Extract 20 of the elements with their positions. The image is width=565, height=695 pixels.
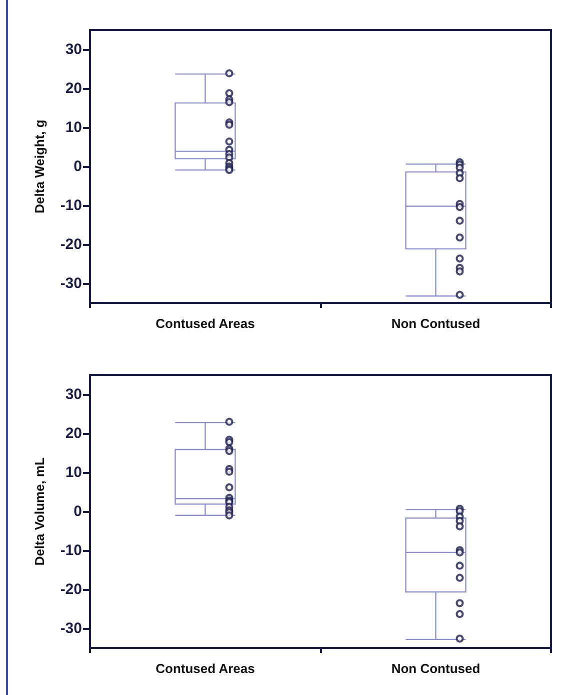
y-tick-label: -20 [60, 236, 82, 253]
y-tick-label: 10 [65, 119, 82, 136]
y-tick-label: -10 [60, 542, 82, 559]
y-tick-label: 0 [74, 158, 82, 175]
x-tick-label: Contused Areas [156, 316, 255, 331]
y-tick-label: -30 [60, 620, 82, 637]
y-tick-label: 10 [65, 464, 82, 481]
y-tick-label: 0 [74, 503, 82, 520]
y-tick-label: 30 [65, 386, 82, 403]
y-tick-label: 30 [65, 41, 82, 58]
y-tick-label: -30 [60, 275, 82, 292]
y-tick-label: -20 [60, 581, 82, 598]
y-tick-label: 20 [65, 80, 82, 97]
x-tick-label: Contused Areas [156, 661, 255, 676]
x-tick-label: Non Contused [391, 316, 480, 331]
y-tick-label: -10 [60, 197, 82, 214]
y-tick-label: 20 [65, 425, 82, 442]
y-axis-title: Delta Volume, mL [32, 457, 47, 566]
y-axis-title: Delta Weight, g [32, 120, 47, 214]
x-tick-label: Non Contused [391, 661, 480, 676]
